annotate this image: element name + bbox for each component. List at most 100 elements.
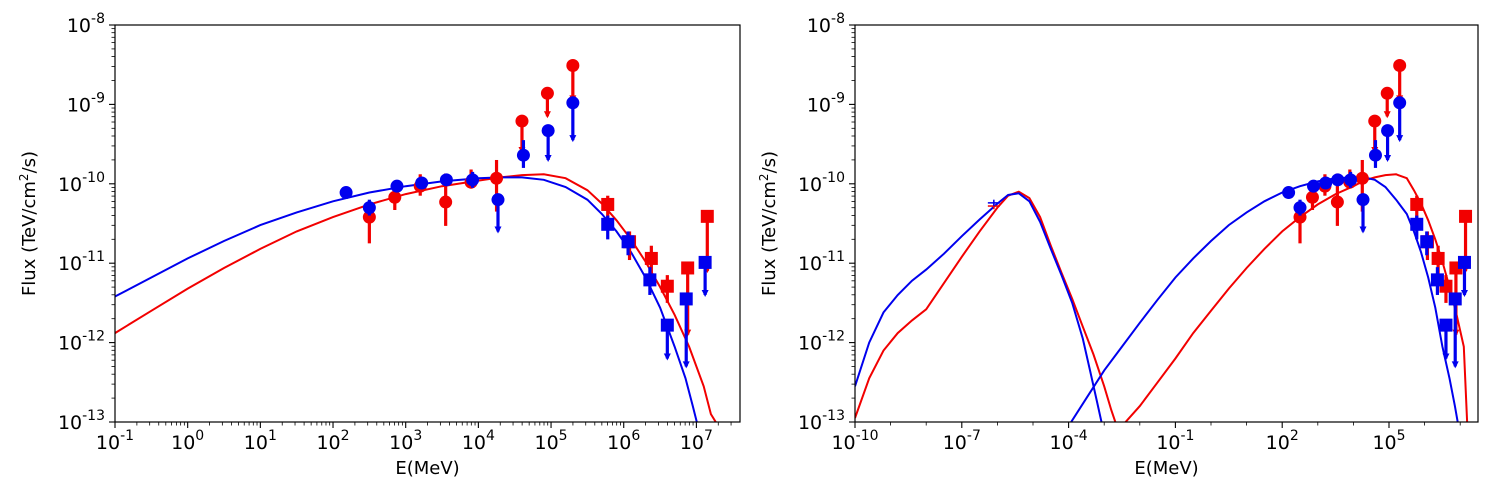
data-point-circle <box>1380 86 1394 100</box>
data-point-square <box>1430 273 1444 287</box>
data-points <box>987 58 1473 369</box>
x-tick-label: 107 <box>680 428 713 454</box>
data-point-circle <box>1393 96 1407 110</box>
upper-limit-arrow <box>543 111 551 119</box>
blue-model-curve <box>115 176 698 422</box>
x-tick-label: 10-7 <box>943 428 981 454</box>
x-tick-label: 102 <box>1266 428 1299 454</box>
plot-frame <box>114 24 741 423</box>
right-panel: 10-13 10-12 10-11 10-10 10-9 10-8 10-10 10-7 10-… <box>757 11 1479 479</box>
upper-limit-arrow <box>1451 361 1459 369</box>
data-point-circle <box>1393 58 1407 72</box>
data-point-circle <box>390 179 404 193</box>
upper-limit-arrow <box>701 289 709 297</box>
data-points <box>339 58 714 369</box>
data-point-circle <box>1305 190 1319 204</box>
data-point-square <box>679 292 693 306</box>
x-tick-label: 102 <box>316 428 349 454</box>
data-point-circle <box>1355 171 1369 185</box>
blue-synchrotron-curve <box>855 192 1103 422</box>
data-point-square <box>644 251 658 265</box>
red-synchrotron-curve <box>855 190 1117 422</box>
x-tick-label: 106 <box>607 428 640 454</box>
y-axis-label: Flux (TeV/cm2/s) <box>757 151 780 296</box>
data-point-circle <box>541 124 555 138</box>
y-tick-label: 10-10 <box>798 170 845 196</box>
upper-limit-arrow <box>1396 135 1404 143</box>
data-point-square <box>1457 255 1471 269</box>
data-point-square <box>700 209 714 223</box>
x-tick-label: 10-4 <box>1050 428 1088 454</box>
data-point-circle <box>439 195 453 209</box>
x-axis-label: E(MeV) <box>1134 458 1198 479</box>
y-tick-label: 10-13 <box>58 408 105 434</box>
data-point-circle <box>388 190 402 204</box>
red-model-curve <box>115 173 717 422</box>
upper-limit-arrow <box>494 226 502 234</box>
data-point-square <box>1439 318 1453 332</box>
x-tick-label: 105 <box>1372 428 1405 454</box>
y-axis-label: Flux (TeV/cm2/s) <box>17 151 40 296</box>
data-point-square <box>601 217 615 231</box>
data-point-circle <box>1381 124 1395 138</box>
data-point-circle <box>415 176 429 190</box>
data-point-square <box>698 255 712 269</box>
x-tick-label: 104 <box>462 428 495 454</box>
y-tick-label: 10-8 <box>67 11 105 37</box>
data-point-circle <box>1368 114 1382 128</box>
y-tick-label: 10-11 <box>58 249 105 275</box>
data-point-circle <box>1282 186 1296 200</box>
x-tick-label: 100 <box>171 428 204 454</box>
upper-limit-arrow <box>1460 289 1468 297</box>
x-tick-label: 10-10 <box>831 428 878 454</box>
y-tick-label: 10-8 <box>807 11 845 37</box>
model-curves <box>115 173 717 422</box>
y-tick-label: 10-9 <box>67 90 105 116</box>
upper-limit-arrow <box>569 135 577 143</box>
x-tick-label: 10-1 <box>1156 428 1194 454</box>
data-point-circle <box>339 186 353 200</box>
data-point-square <box>1448 292 1462 306</box>
y-tick-label: 10-11 <box>798 249 845 275</box>
x-tick-label: 101 <box>244 428 277 454</box>
data-point-square <box>601 197 615 211</box>
data-point-circle <box>566 58 580 72</box>
data-point-square <box>1420 235 1434 249</box>
data-point-circle <box>1293 201 1307 215</box>
data-point-square <box>643 273 657 287</box>
x-tick-label: 103 <box>389 428 422 454</box>
upper-limit-arrow <box>1442 353 1450 361</box>
x-axis-label: E(MeV) <box>395 458 459 479</box>
upper-limit-arrow <box>663 353 671 361</box>
data-point-circle <box>1330 195 1344 209</box>
data-point-circle <box>1307 179 1321 193</box>
model-curves <box>855 173 1469 422</box>
data-point-circle <box>491 193 505 207</box>
data-point-circle <box>515 114 529 128</box>
y-tick-label: 10-12 <box>798 329 845 355</box>
blue-inverse-compton-curve <box>1069 176 1459 422</box>
upper-limit-arrow <box>682 361 690 369</box>
data-point-circle <box>1331 173 1345 187</box>
data-point-square <box>660 279 674 293</box>
data-point-circle <box>362 210 376 224</box>
data-point-square <box>1459 209 1473 223</box>
data-point-circle <box>439 173 453 187</box>
data-point-square <box>660 318 674 332</box>
y-tick-label: 10-9 <box>807 90 845 116</box>
upper-limit-arrow <box>544 154 552 162</box>
plot-frame <box>854 24 1479 423</box>
upper-limit-arrow <box>1384 154 1392 162</box>
upper-limit-arrow <box>1383 111 1391 119</box>
left-panel: 10-13 10-12 10-11 10-10 10-9 10-8 10-1 100 101 10… <box>17 11 741 479</box>
data-point-square <box>1410 217 1424 231</box>
x-tick-label: 10-1 <box>96 428 134 454</box>
upper-limit-arrow <box>1359 226 1367 234</box>
data-point-circle <box>1319 176 1333 190</box>
data-point-square <box>1431 251 1445 265</box>
data-point-circle <box>1293 210 1307 224</box>
data-point-circle <box>566 96 580 110</box>
data-point-square <box>681 261 695 275</box>
y-tick-label: 10-12 <box>58 329 105 355</box>
data-point-square <box>1410 197 1424 211</box>
